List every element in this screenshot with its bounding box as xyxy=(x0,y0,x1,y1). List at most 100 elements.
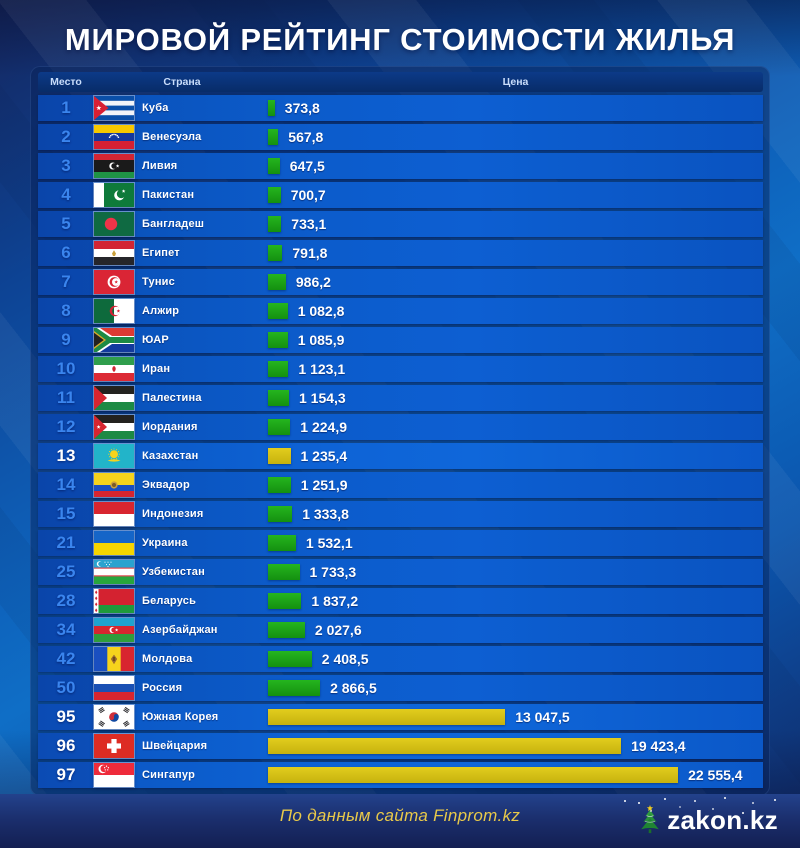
flag-azerbaijan-icon xyxy=(94,618,134,642)
price-bar xyxy=(268,564,300,580)
table-row: 50 Россия 2 866,5 xyxy=(38,675,763,701)
price-bar xyxy=(268,332,288,348)
price-bar xyxy=(268,506,293,522)
price-value: 13 047,5 xyxy=(515,709,570,725)
flag-indonesia-icon xyxy=(94,502,134,526)
price-value: 1 733,3 xyxy=(309,564,357,580)
country-label: Ливия xyxy=(142,160,178,172)
price-bar xyxy=(268,274,286,290)
price-bar xyxy=(268,651,312,667)
rank-label: 25 xyxy=(56,562,76,581)
country-label: Азербайджан xyxy=(142,624,218,636)
table-row: 5 Бангладеш 733,1 xyxy=(38,211,763,237)
price-value: 733,1 xyxy=(291,216,327,232)
country-label: Швейцария xyxy=(142,740,208,752)
price-value: 1 837,2 xyxy=(311,593,359,609)
table-row: 21 Украина 1 532,1 xyxy=(38,530,763,556)
rank-label: 96 xyxy=(56,736,76,755)
price-value: 1 123,1 xyxy=(298,361,346,377)
table-row: 4 Пакистан 700,7 xyxy=(38,182,763,208)
flag-singapore-icon xyxy=(94,763,134,787)
flag-moldova-icon xyxy=(94,647,134,671)
flag-venezuela-icon xyxy=(94,125,134,149)
table-row: 25 Узбекистан 1 733,3 xyxy=(38,559,763,585)
country-label: Беларусь xyxy=(142,595,197,607)
table-header: Место Страна Цена xyxy=(38,72,763,92)
country-label: Украина xyxy=(142,537,188,549)
table-row: 11 Палестина 1 154,3 xyxy=(38,385,763,411)
country-label: Казахстан xyxy=(142,450,199,462)
table-row: 6 Египет 791,8 xyxy=(38,240,763,266)
flag-tunisia-icon xyxy=(94,270,134,294)
rank-label: 6 xyxy=(61,243,71,262)
country-label: Иордания xyxy=(142,421,198,433)
flag-south-africa-icon xyxy=(94,328,134,352)
table-rows: 1 Куба 373,8 2 Венесуэла 567,8 3 Ливия 647,5 4 Пак… xyxy=(38,95,763,788)
rank-label: 14 xyxy=(56,475,76,494)
rank-label: 9 xyxy=(61,330,71,349)
country-label: Индонезия xyxy=(142,508,204,520)
rank-label: 50 xyxy=(56,678,76,697)
price-value: 1 224,9 xyxy=(300,419,348,435)
price-bar xyxy=(268,100,275,116)
flag-cuba-icon xyxy=(94,96,134,120)
table-row: 34 Азербайджан 2 027,6 xyxy=(38,617,763,643)
price-value: 2 408,5 xyxy=(321,651,369,667)
table-row: 7 Тунис 986,2 xyxy=(38,269,763,295)
price-bar xyxy=(268,216,282,232)
price-value: 1 251,9 xyxy=(300,477,348,493)
flag-south-korea-icon xyxy=(94,705,134,729)
logo-text: zakon.kz xyxy=(667,804,778,835)
price-value: 1 333,8 xyxy=(302,506,349,522)
flag-belarus-icon xyxy=(94,589,134,613)
price-value: 647,5 xyxy=(289,158,325,174)
price-value: 986,2 xyxy=(295,274,331,290)
country-label: Алжир xyxy=(142,305,180,317)
table-row: 95 Южная Корея 13 047,5 xyxy=(38,704,763,730)
column-header-price: Цена xyxy=(502,76,529,88)
table-row: 28 Беларусь 1 837,2 xyxy=(38,588,763,614)
price-value: 2 027,6 xyxy=(314,622,362,638)
rank-label: 5 xyxy=(61,214,71,233)
rank-label: 34 xyxy=(56,620,76,639)
country-label: Южная Корея xyxy=(142,711,219,723)
table-row: 12 Иордания 1 224,9 xyxy=(38,414,763,440)
flag-jordan-icon xyxy=(94,415,134,439)
price-value: 567,8 xyxy=(288,129,324,145)
column-header-rank: Место xyxy=(50,76,82,88)
rank-label: 8 xyxy=(61,301,71,320)
table-row: 8 Алжир 1 082,8 xyxy=(38,298,763,324)
price-value: 22 555,4 xyxy=(688,767,743,783)
rank-label: 28 xyxy=(56,591,76,610)
country-label: ЮАР xyxy=(142,334,169,346)
country-label: Тунис xyxy=(142,276,175,288)
country-label: Сингапур xyxy=(142,769,195,781)
rank-label: 1 xyxy=(61,98,71,117)
source-caption: По данным сайта Finprom.kz xyxy=(279,806,521,825)
table-row: 96 Швейцария 19 423,4 xyxy=(38,733,763,759)
rank-label: 10 xyxy=(56,359,76,378)
christmas-tree-icon xyxy=(638,804,662,836)
flag-iran-icon xyxy=(94,357,134,381)
price-value: 1 154,3 xyxy=(299,390,346,406)
table-row: 14 Эквадор 1 251,9 xyxy=(38,472,763,498)
flag-ecuador-icon xyxy=(94,473,134,497)
price-bar xyxy=(268,767,679,783)
rank-label: 4 xyxy=(61,185,71,204)
flag-kazakhstan-icon xyxy=(94,444,134,468)
country-label: Эквадор xyxy=(142,479,190,491)
country-label: Венесуэла xyxy=(142,131,202,143)
price-bar xyxy=(268,622,305,638)
flag-uzbekistan-icon xyxy=(94,560,134,584)
country-label: Палестина xyxy=(142,392,202,404)
price-bar xyxy=(268,738,622,754)
column-header-country: Страна xyxy=(163,76,201,88)
flag-algeria-icon xyxy=(94,299,134,323)
price-bar xyxy=(268,390,289,406)
price-bar xyxy=(268,245,283,261)
flag-bangladesh-icon xyxy=(94,212,134,236)
flag-egypt-icon xyxy=(94,241,134,265)
zakonkz-logo: zakon.kz xyxy=(624,798,778,842)
price-bar xyxy=(268,593,302,609)
